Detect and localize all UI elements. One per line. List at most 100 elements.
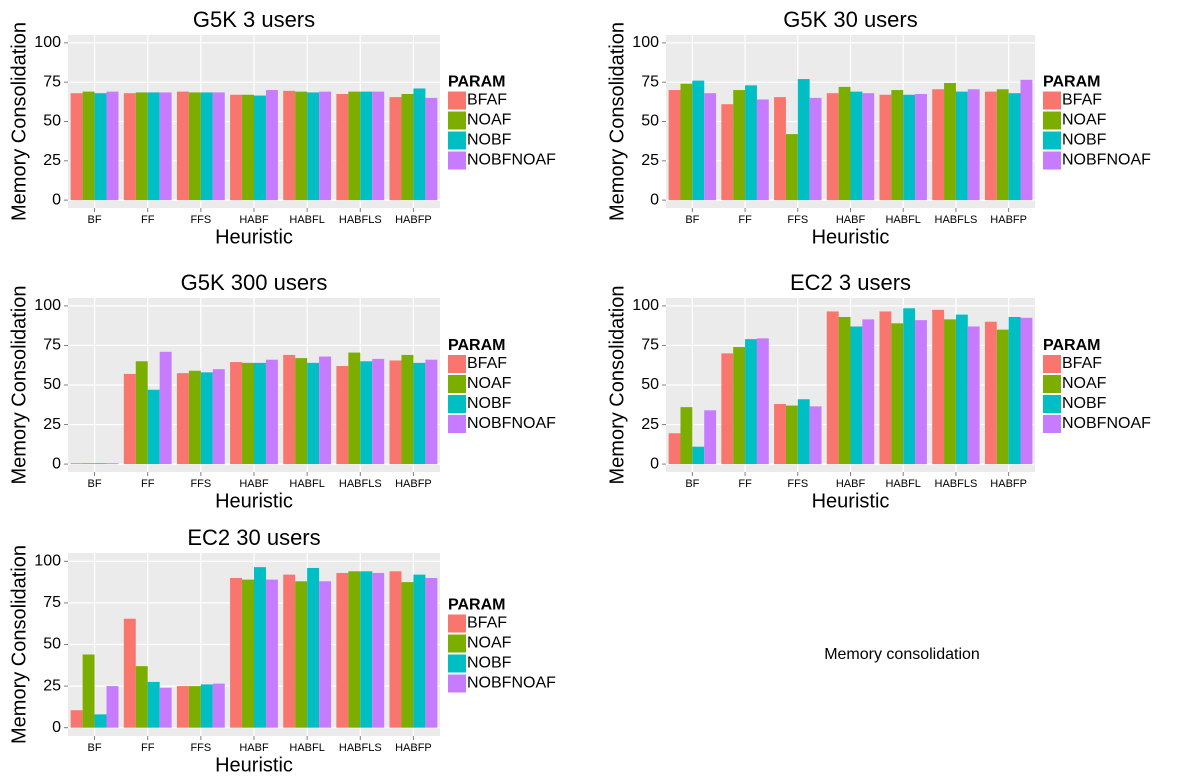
bar bbox=[915, 320, 927, 465]
legend-label: NOBF bbox=[467, 132, 512, 149]
bar bbox=[692, 446, 705, 465]
bar bbox=[265, 90, 278, 201]
bar bbox=[123, 93, 136, 201]
bar bbox=[94, 714, 107, 728]
bar bbox=[254, 95, 266, 201]
bar bbox=[147, 389, 160, 465]
y-tick-label: 100 bbox=[34, 34, 61, 51]
x-tick-label: HABFL bbox=[885, 478, 920, 490]
bar bbox=[809, 97, 822, 201]
bar bbox=[372, 572, 385, 728]
y-tick-label: 0 bbox=[52, 455, 61, 472]
legend-swatch bbox=[1043, 355, 1061, 373]
bar bbox=[879, 311, 892, 465]
x-tick-label: HABFP bbox=[395, 214, 432, 226]
bar bbox=[265, 579, 278, 728]
y-tick-label: 25 bbox=[43, 152, 61, 169]
bar bbox=[862, 93, 875, 201]
x-tick-label: HABF bbox=[836, 478, 866, 490]
bar bbox=[159, 687, 172, 728]
x-tick-label: BF bbox=[88, 742, 102, 754]
bar bbox=[903, 94, 916, 201]
legend-swatch bbox=[448, 151, 466, 170]
bar bbox=[188, 370, 201, 465]
bar bbox=[826, 93, 839, 201]
chart-title: EC2 30 users bbox=[187, 525, 320, 550]
bar bbox=[745, 339, 757, 465]
chart-title: G5K 3 users bbox=[193, 7, 315, 32]
y-tick-label: 100 bbox=[632, 297, 659, 314]
bar bbox=[230, 362, 243, 465]
y-tick-label: 0 bbox=[52, 191, 61, 208]
legend-title: PARAM bbox=[448, 597, 505, 614]
y-tick-label: 100 bbox=[34, 297, 61, 314]
bar bbox=[123, 373, 136, 465]
bar bbox=[159, 92, 172, 201]
bar bbox=[891, 90, 904, 201]
x-tick-label: HABFLS bbox=[935, 214, 978, 226]
bar bbox=[319, 581, 332, 728]
legend-label: NOBF bbox=[1062, 132, 1107, 149]
bar bbox=[265, 359, 278, 465]
bar bbox=[967, 89, 980, 201]
legend-label: NOBFNOAF bbox=[1062, 152, 1151, 169]
y-axis-label: Memory Consolidation bbox=[8, 22, 30, 221]
bar bbox=[838, 86, 851, 201]
x-tick-label: FFS bbox=[190, 742, 211, 754]
bar bbox=[319, 91, 332, 201]
legend-label: BFAF bbox=[467, 355, 507, 372]
legend-label: NOBF bbox=[1062, 395, 1107, 412]
y-tick-label: 50 bbox=[43, 376, 61, 393]
bar bbox=[955, 91, 968, 201]
legend-label: NOAF bbox=[1062, 112, 1107, 129]
legend-title: PARAM bbox=[448, 337, 505, 354]
y-tick-label: 25 bbox=[43, 677, 61, 694]
legend-swatch bbox=[448, 91, 466, 110]
x-tick-label: BF bbox=[88, 214, 102, 226]
y-axis-label: Memory Consolidation bbox=[8, 286, 30, 485]
x-tick-label: HABFLS bbox=[935, 478, 978, 490]
bar bbox=[348, 91, 361, 201]
bar bbox=[389, 571, 402, 728]
panel: 0 25 50 75 100 BF FF FFS HABF HABFL HABFLS HABFP G5K… bbox=[606, 7, 1151, 248]
bar bbox=[348, 571, 361, 728]
legend-label: NOAF bbox=[467, 112, 512, 129]
y-axis-label: Memory Consolidation bbox=[8, 545, 30, 744]
bar bbox=[283, 354, 296, 465]
legend-swatch bbox=[1043, 395, 1061, 413]
bar bbox=[230, 577, 243, 728]
bar bbox=[1020, 317, 1033, 465]
legend-swatch bbox=[448, 634, 466, 653]
y-axis-label: Memory Consolidation bbox=[606, 22, 628, 221]
x-tick-label: BF bbox=[685, 478, 699, 490]
chart-title: G5K 300 users bbox=[181, 270, 328, 295]
bar bbox=[135, 361, 148, 465]
bar bbox=[745, 85, 757, 201]
legend-label: BFAF bbox=[1062, 355, 1102, 372]
bar bbox=[94, 463, 107, 465]
bar bbox=[106, 686, 119, 728]
x-tick-label: FF bbox=[738, 214, 752, 226]
bar bbox=[70, 463, 83, 465]
bar bbox=[996, 89, 1009, 201]
x-tick-label: BF bbox=[685, 214, 699, 226]
y-axis-label: Memory Consolidation bbox=[606, 286, 628, 485]
y-tick-label: 50 bbox=[641, 376, 659, 393]
x-tick-label: HABFP bbox=[990, 214, 1027, 226]
bar bbox=[413, 362, 426, 465]
bar bbox=[319, 356, 332, 465]
bar bbox=[348, 352, 361, 465]
bar bbox=[360, 571, 373, 728]
legend-label: NOBFNOAF bbox=[467, 152, 556, 169]
bar bbox=[389, 97, 402, 201]
panel: 0 25 50 75 100 BF FF FFS HABF HABFL HABFLS HABFP EC2… bbox=[8, 525, 556, 776]
x-axis-label: Heuristic bbox=[215, 490, 293, 512]
x-tick-label: HABFLS bbox=[339, 214, 382, 226]
legend-swatch bbox=[1043, 91, 1061, 110]
x-tick-label: FF bbox=[141, 214, 155, 226]
bar bbox=[967, 326, 980, 465]
bar bbox=[984, 91, 997, 201]
bar bbox=[147, 681, 160, 728]
x-tick-label: HABF bbox=[239, 214, 269, 226]
y-tick-label: 75 bbox=[641, 73, 659, 90]
